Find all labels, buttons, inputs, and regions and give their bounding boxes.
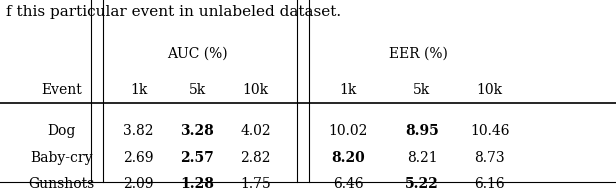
- Text: 10k: 10k: [243, 83, 269, 97]
- Text: 5k: 5k: [413, 83, 431, 97]
- Text: 8.20: 8.20: [331, 151, 365, 165]
- Text: 5k: 5k: [188, 83, 206, 97]
- Text: 2.09: 2.09: [123, 177, 154, 190]
- Text: 1.28: 1.28: [180, 177, 214, 190]
- Text: 1k: 1k: [339, 83, 357, 97]
- Text: 5.22: 5.22: [405, 177, 439, 190]
- Text: 3.82: 3.82: [123, 124, 154, 138]
- Text: Baby-cry: Baby-cry: [30, 151, 93, 165]
- Text: 2.82: 2.82: [240, 151, 271, 165]
- Text: 2.69: 2.69: [123, 151, 154, 165]
- Text: 10k: 10k: [477, 83, 503, 97]
- Text: 1.75: 1.75: [240, 177, 271, 190]
- Text: 8.73: 8.73: [474, 151, 505, 165]
- Text: 8.95: 8.95: [405, 124, 439, 138]
- Text: 6.46: 6.46: [333, 177, 363, 190]
- Text: EER (%): EER (%): [389, 46, 448, 60]
- Text: 3.28: 3.28: [180, 124, 214, 138]
- Text: f this particular event in unlabeled dataset.: f this particular event in unlabeled dat…: [6, 5, 341, 19]
- Text: 4.02: 4.02: [240, 124, 271, 138]
- Text: Event: Event: [41, 83, 82, 97]
- Text: 6.16: 6.16: [474, 177, 505, 190]
- Text: 1k: 1k: [130, 83, 147, 97]
- Text: Dog: Dog: [47, 124, 76, 138]
- Text: AUC (%): AUC (%): [167, 46, 227, 60]
- Text: 2.57: 2.57: [180, 151, 214, 165]
- Text: 10.46: 10.46: [470, 124, 509, 138]
- Text: Gunshots: Gunshots: [28, 177, 95, 190]
- Text: 10.02: 10.02: [328, 124, 368, 138]
- Text: 8.21: 8.21: [407, 151, 437, 165]
